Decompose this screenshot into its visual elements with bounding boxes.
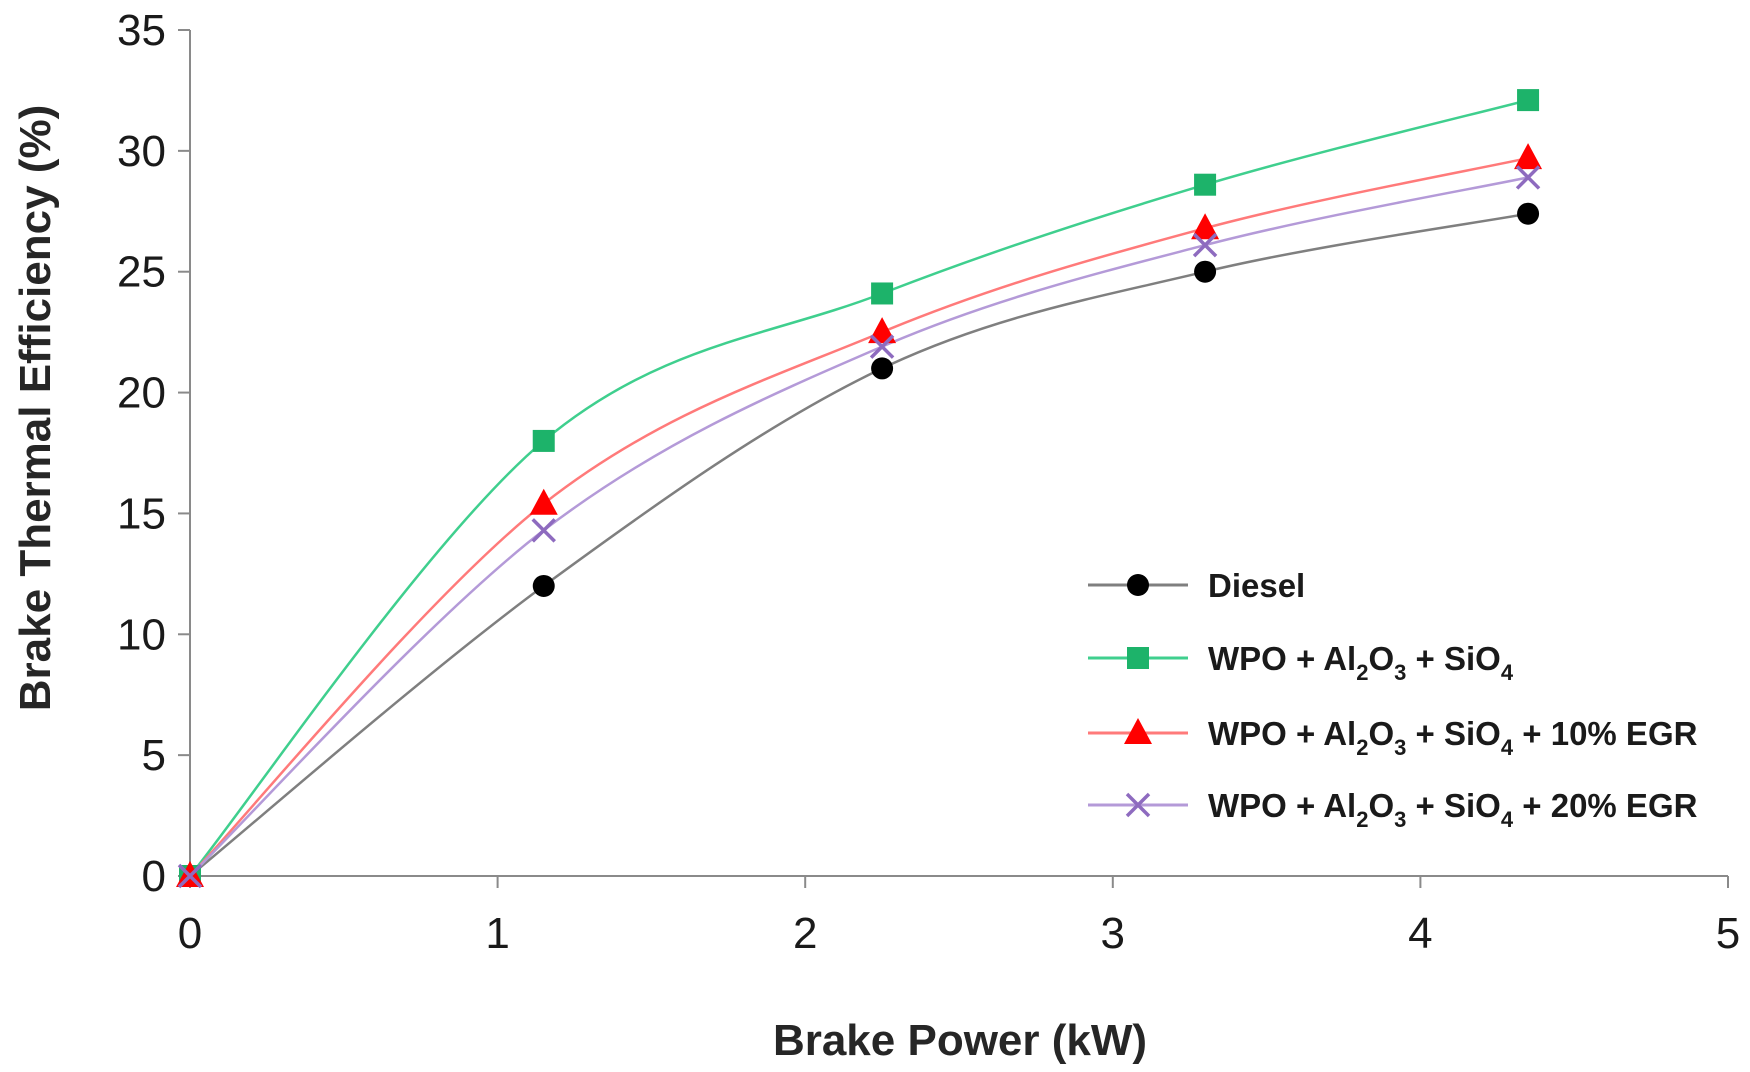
y-axis-title: Brake Thermal Efficiency (%) bbox=[11, 105, 60, 711]
data-point bbox=[532, 574, 555, 597]
legend-marker bbox=[1125, 792, 1151, 818]
legend-subscript: 2 bbox=[1356, 660, 1368, 685]
axes: 0 5 10 15 20 25 30 35 0 1 2 3 4 5 bbox=[117, 6, 1740, 958]
legend-text-part: WPO + Al bbox=[1208, 715, 1356, 752]
legend-text-part: + SiO bbox=[1406, 715, 1500, 752]
data-point bbox=[868, 317, 897, 344]
data-point bbox=[1515, 165, 1541, 190]
x-tick-label: 1 bbox=[485, 909, 509, 958]
data-point bbox=[871, 357, 894, 380]
x-tick-label: 2 bbox=[793, 909, 817, 958]
y-tick-label: 35 bbox=[117, 6, 166, 55]
legend-subscript: 3 bbox=[1394, 735, 1406, 760]
legend-text-part: O bbox=[1368, 715, 1394, 752]
legend-subscript: 3 bbox=[1394, 660, 1406, 685]
y-tick-label: 30 bbox=[117, 127, 166, 176]
legend-subscript: 4 bbox=[1501, 807, 1514, 832]
legend-text-part: O bbox=[1368, 787, 1394, 824]
y-tick-label: 5 bbox=[142, 731, 166, 780]
y-tick-label: 10 bbox=[117, 610, 166, 659]
legend-text-part: + 10% EGR bbox=[1513, 715, 1698, 752]
x-axis-title: Brake Power (kW) bbox=[773, 1016, 1147, 1065]
series-line bbox=[189, 212, 1529, 877]
series-line bbox=[189, 98, 1529, 877]
legend-text-part: WPO + Al bbox=[1208, 640, 1356, 677]
y-tick-label: 25 bbox=[117, 248, 166, 297]
legend-label: WPO + Al2O3 + SiO4 + 20% EGR bbox=[1208, 787, 1698, 832]
legend-item: WPO + Al2O3 + SiO4 + 20% EGR bbox=[1088, 787, 1698, 832]
series-markers bbox=[176, 89, 1543, 889]
legend-item: Diesel bbox=[1088, 567, 1305, 604]
legend-label: Diesel bbox=[1208, 567, 1305, 604]
legend-label: WPO + Al2O3 + SiO4 + 10% EGR bbox=[1208, 715, 1698, 760]
y-tick-label: 0 bbox=[142, 852, 166, 901]
data-point bbox=[532, 429, 555, 452]
data-point bbox=[1517, 202, 1540, 225]
legend-text-part: + 20% EGR bbox=[1513, 787, 1698, 824]
data-point bbox=[869, 334, 895, 359]
legend-text-part: + SiO bbox=[1406, 787, 1500, 824]
legend-subscript: 2 bbox=[1356, 807, 1368, 832]
legend-subscript: 4 bbox=[1501, 735, 1514, 760]
legend-marker bbox=[1127, 574, 1149, 596]
legend-subscript: 3 bbox=[1394, 807, 1406, 832]
legend-item: WPO + Al2O3 + SiO4 + 10% EGR bbox=[1088, 715, 1698, 760]
series-line bbox=[189, 156, 1529, 877]
data-point bbox=[1514, 143, 1543, 170]
x-tick-label: 0 bbox=[178, 909, 202, 958]
legend-text-part: Diesel bbox=[1208, 567, 1305, 604]
legend-marker bbox=[1127, 647, 1149, 669]
y-tick-label: 15 bbox=[117, 489, 166, 538]
data-point bbox=[1194, 260, 1217, 283]
x-tick-label: 4 bbox=[1408, 909, 1432, 958]
x-tick-label: 3 bbox=[1101, 909, 1125, 958]
series-line bbox=[189, 176, 1529, 877]
data-point bbox=[1517, 89, 1540, 112]
x-tick-label: 5 bbox=[1716, 909, 1740, 958]
data-point bbox=[177, 863, 203, 889]
data-point bbox=[871, 282, 894, 305]
legend-text-part: WPO + Al bbox=[1208, 787, 1356, 824]
legend-item: WPO + Al2O3 + SiO4 bbox=[1088, 640, 1514, 685]
data-point bbox=[1191, 213, 1220, 240]
data-point bbox=[1194, 173, 1217, 196]
legend-subscript: 2 bbox=[1356, 735, 1368, 760]
legend-subscript: 4 bbox=[1501, 660, 1514, 685]
y-tick-label: 20 bbox=[117, 369, 166, 418]
legend-text-part: O bbox=[1368, 640, 1394, 677]
legend-marker bbox=[1124, 718, 1152, 744]
data-point bbox=[531, 518, 556, 543]
legend-label: WPO + Al2O3 + SiO4 bbox=[1208, 640, 1514, 685]
series-lines bbox=[189, 98, 1529, 877]
data-point bbox=[1192, 232, 1218, 258]
legend-text-part: + SiO bbox=[1406, 640, 1500, 677]
data-point bbox=[529, 488, 558, 515]
